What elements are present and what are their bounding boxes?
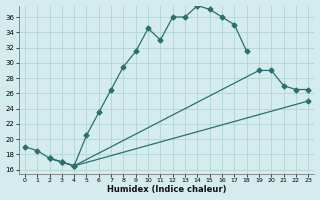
X-axis label: Humidex (Indice chaleur): Humidex (Indice chaleur): [107, 185, 226, 194]
